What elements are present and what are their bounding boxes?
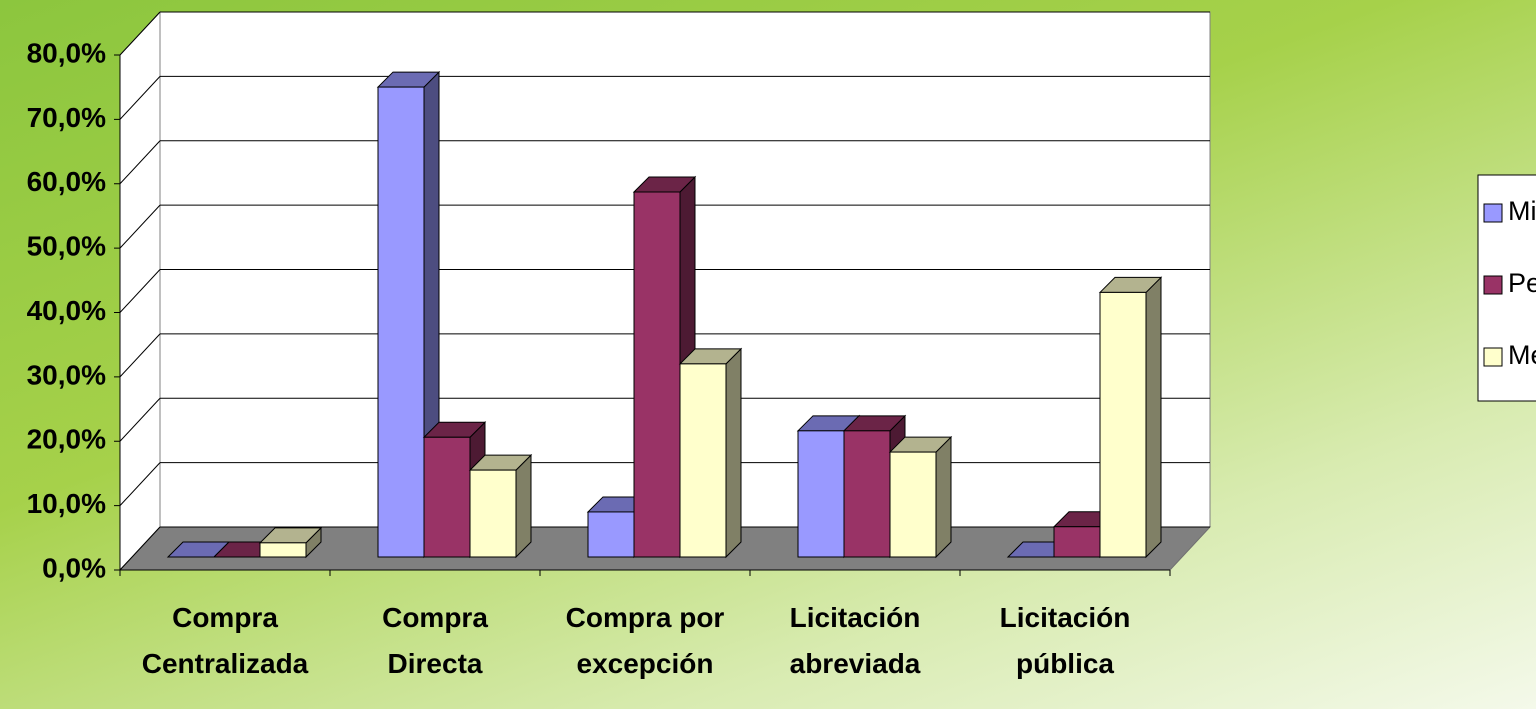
grid-line [119,11,161,56]
bar [377,86,425,558]
bar-side [1145,276,1162,559]
grid-line [119,397,161,442]
legend-label: Micro [1508,196,1536,226]
legend-label: Mediana [1508,340,1536,370]
grid-line [119,140,161,185]
bar-side [935,435,952,559]
bar [679,363,727,558]
y-tick-label: 20,0% [27,424,106,455]
bar-side [725,347,742,559]
y-tick-label: 40,0% [27,295,106,326]
grid-line [119,76,161,120]
x-tick-label: Licitación abreviada [789,602,921,679]
grid-line [119,526,161,571]
x-tick-label: Licitación pública [999,602,1131,679]
x-tick-label: Compra por excepción [565,602,725,679]
y-tick-label: 30,0% [27,359,106,390]
legend-swatch [1483,347,1503,367]
x-tick-label: Compra Centralizada [141,602,309,679]
grid-line [119,204,161,249]
y-tick-label: 70,0% [27,102,106,133]
legend-label: Pequeña [1508,268,1536,298]
grid-line [119,462,161,506]
bar [797,430,845,558]
legend-swatch [1483,203,1503,223]
y-tick-label: 60,0% [27,166,106,197]
bar [587,511,635,558]
legend-swatch [1483,275,1503,295]
y-tick-label: 10,0% [27,488,106,519]
bar [843,430,891,558]
bar-side [515,453,532,559]
bar [1053,526,1101,558]
bar [889,451,937,558]
bar [633,191,681,558]
y-tick-label: 80,0% [27,37,106,68]
y-tick-label: 50,0% [27,231,106,262]
x-tick-label: Compra Directa [382,602,488,679]
bar [1099,291,1147,558]
grid-line [119,333,161,378]
grid-line [119,269,161,313]
bar [423,436,471,558]
bar [469,469,517,558]
bar [259,542,307,558]
y-tick-label: 0,0% [42,552,106,583]
